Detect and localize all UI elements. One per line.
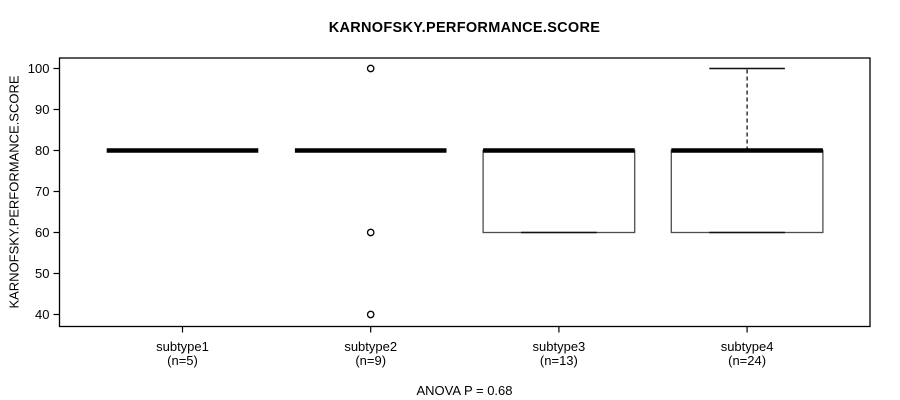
x-category-label: subtype3 (533, 339, 586, 354)
plot-border (58, 57, 871, 328)
anova-p-label: ANOVA P = 0.68 (416, 383, 513, 398)
x-category-count: (n=9) (355, 353, 386, 368)
x-category-count: (n=5) (167, 353, 198, 368)
box-subtype4 (670, 149, 824, 234)
x-category-label: subtype4 (721, 339, 774, 354)
y-tick-label: 80 (35, 143, 49, 158)
x-category-label: subtype1 (156, 339, 209, 354)
y-tick-label: 40 (35, 307, 49, 322)
chart-title: KARNOFSKY.PERFORMANCE.SCORE (328, 20, 601, 36)
x-category-count: (n=24) (728, 353, 766, 368)
y-tick-label: 60 (35, 225, 49, 240)
outlier-point (366, 228, 375, 237)
y-tick-label: 50 (35, 266, 49, 281)
x-category-label: subtype2 (344, 339, 397, 354)
outlier-point (366, 64, 375, 73)
y-tick-label: 70 (35, 184, 49, 199)
x-category-count: (n=13) (540, 353, 578, 368)
y-tick-label: 90 (35, 102, 49, 117)
box-subtype3 (482, 149, 636, 234)
outlier-point (366, 310, 375, 319)
y-tick-label: 100 (28, 61, 50, 76)
